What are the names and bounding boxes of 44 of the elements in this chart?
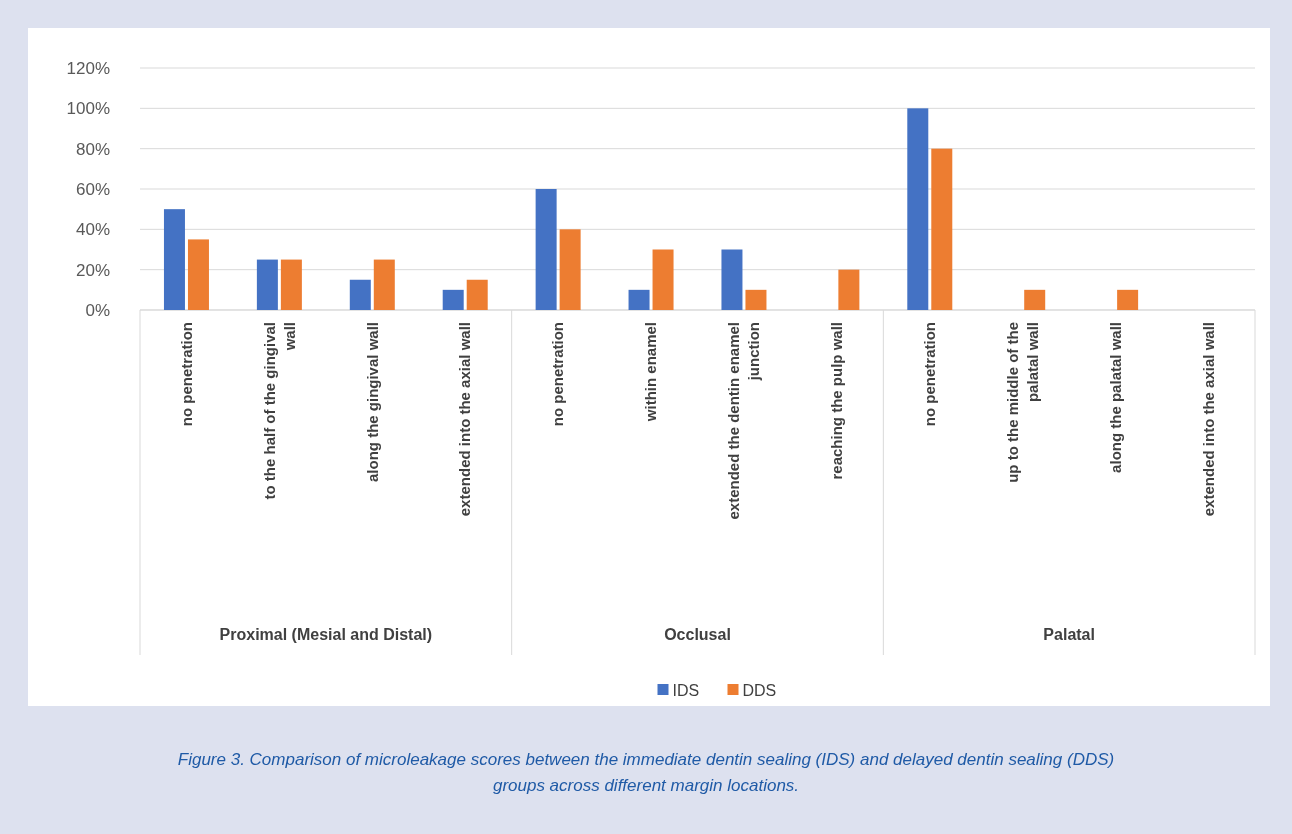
bar <box>652 249 674 310</box>
bar <box>838 269 860 310</box>
y-tick-label: 100% <box>66 99 110 119</box>
bar <box>559 229 581 310</box>
y-tick-label: 60% <box>75 179 110 199</box>
bar <box>745 289 767 310</box>
bar <box>628 289 650 310</box>
bar <box>721 249 743 310</box>
x-tick-label: to the half of the gingival wall <box>260 322 298 500</box>
y-tick-label: 20% <box>75 260 110 280</box>
x-tick-label: along the gingival wall <box>363 322 381 483</box>
y-tick-label: 0% <box>85 300 110 320</box>
text: Palatal <box>1043 626 1095 643</box>
x-tick-label: up to the middle of the palatal wall <box>1003 322 1041 483</box>
bar <box>373 259 395 310</box>
bar <box>163 209 185 310</box>
bar <box>187 239 209 310</box>
legend-label: DDS <box>742 681 777 699</box>
x-tick-label: within enamel <box>642 322 660 423</box>
x-tick-label: extended into the axial wall <box>456 322 474 517</box>
x-tick-label: along the palatal wall <box>1106 322 1124 473</box>
x-tick-label: extended into the axial wall <box>1199 322 1217 517</box>
x-tick-label: no penetration <box>921 322 939 427</box>
x-tick-label: no penetration <box>177 322 195 427</box>
bar <box>349 279 371 310</box>
bar <box>256 259 278 310</box>
bar <box>1117 289 1139 310</box>
bar <box>466 279 488 310</box>
bar <box>907 108 929 310</box>
y-tick-label: 80% <box>75 139 110 159</box>
text: Proximal (Mesial and Distal) <box>219 626 433 643</box>
x-tick-label: no penetration <box>549 322 567 427</box>
x-tick-label: extended the dentin enamel junction <box>725 322 763 520</box>
bar <box>442 289 464 310</box>
bar <box>931 148 953 310</box>
y-tick-label: 120% <box>66 58 110 78</box>
y-tick-label: 40% <box>75 220 110 240</box>
caption: Figure 3. Comparison of microleakage scores between the immediate dentin sealing (IDS) and delayed dentin sealing (DDS) groups across different margin locations. <box>177 750 1115 795</box>
bar <box>280 259 302 310</box>
text: Occlusal <box>664 626 731 643</box>
x-tick-label: reaching the pulp wall <box>828 322 846 480</box>
legend-label: IDS <box>672 681 700 699</box>
bar <box>535 189 557 310</box>
bar <box>1024 289 1046 310</box>
